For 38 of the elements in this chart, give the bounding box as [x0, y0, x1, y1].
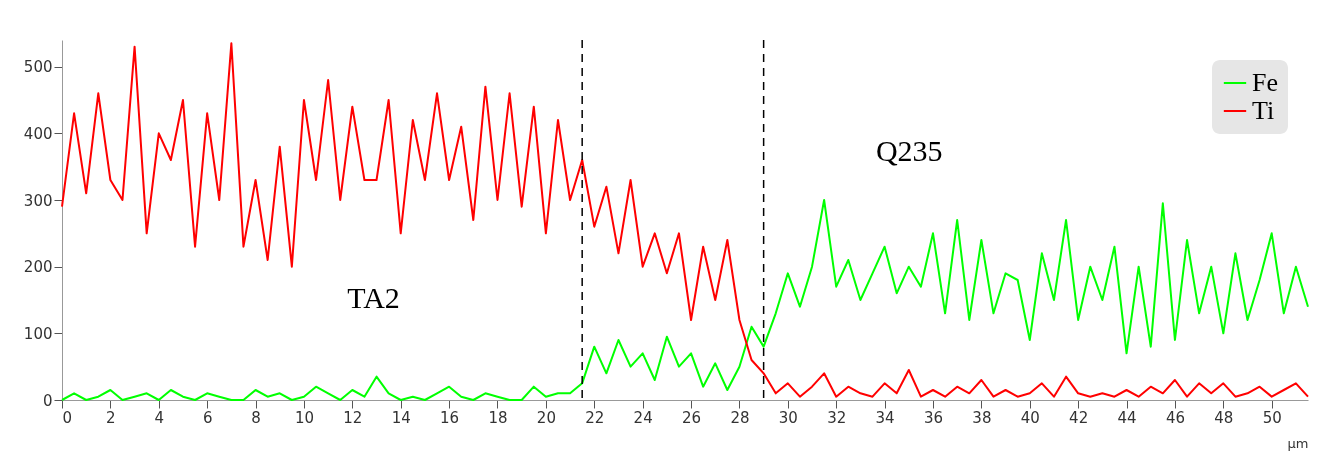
x-tick-label: 26 [682, 408, 702, 427]
x-tick-label: 44 [1117, 408, 1137, 427]
x-tick-label: 18 [488, 408, 508, 427]
x-tick-label: 12 [343, 408, 363, 427]
x-tick-label: 30 [778, 408, 798, 427]
x-tick-label: 24 [633, 408, 653, 427]
x-tick-label: 36 [923, 408, 944, 427]
x-tick-label: 50 [1262, 408, 1282, 427]
x-tick-label: 42 [1069, 408, 1089, 427]
y-tick-label: 400 [23, 124, 53, 143]
x-tick-label: 20 [536, 408, 556, 427]
x-tick-label: 2 [106, 408, 116, 427]
y-tick-label: 100 [23, 324, 53, 343]
legend-label: Ti [1252, 96, 1275, 125]
x-tick-label: 0 [62, 408, 73, 427]
x-tick-label: 34 [875, 408, 895, 427]
x-tick-label: 28 [730, 408, 750, 427]
x-axis-title: μm [1287, 435, 1309, 451]
x-tick-label: 48 [1214, 408, 1234, 427]
x-tick-label: 14 [391, 408, 411, 427]
line-series [61, 42, 1309, 398]
y-tick-label: 200 [23, 258, 53, 277]
x-tick-label: 10 [294, 408, 314, 427]
x-tick-label: 46 [1165, 408, 1185, 427]
x-tick-label: 4 [154, 408, 165, 427]
x-tick-label: 8 [251, 408, 261, 427]
y-tick-label: 300 [23, 191, 53, 210]
x-tick-label: 40 [1020, 408, 1040, 427]
legend-label: Fe [1252, 68, 1278, 97]
y-tick-label: 500 [23, 58, 53, 77]
x-tick-label: 6 [202, 408, 213, 427]
annotation: TA2 [347, 281, 400, 315]
x-tick-label: 16 [440, 408, 460, 427]
x-tick-label: 32 [827, 408, 847, 427]
y-tick-label: 0 [42, 391, 53, 410]
x-tick-label: 38 [972, 408, 992, 427]
annotation: Q235 [875, 133, 943, 167]
x-tick-label: 22 [585, 408, 605, 427]
